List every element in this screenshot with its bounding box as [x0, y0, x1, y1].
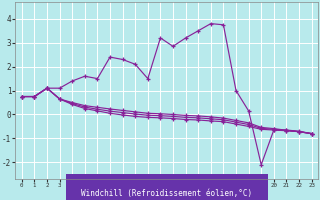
X-axis label: Windchill (Refroidissement éolien,°C): Windchill (Refroidissement éolien,°C): [81, 189, 252, 198]
